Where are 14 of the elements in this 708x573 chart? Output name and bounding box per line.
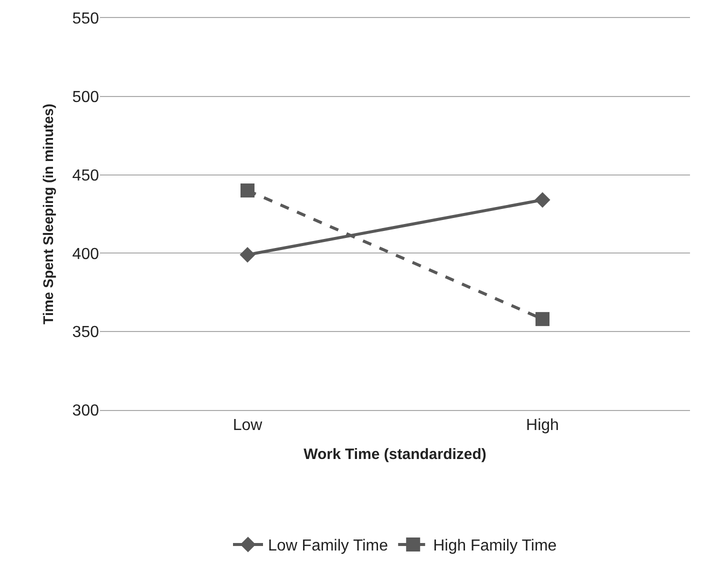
y-tick-label: 400 [72, 246, 100, 263]
point [534, 192, 550, 208]
y-tick-label: 500 [72, 89, 100, 106]
point [536, 312, 550, 326]
point [240, 183, 254, 198]
y-tick-label: 300 [72, 402, 100, 420]
y-axis-title: Time Spent Sleeping (in minutes) [40, 104, 56, 324]
x-tick-label: Low [232, 417, 263, 434]
y-tick-label: 550 [72, 10, 100, 28]
x-axis-title: Work Time (standardized) [304, 446, 486, 464]
point [240, 246, 256, 263]
x-tick-label: High [526, 417, 559, 434]
y-tick-label: 350 [72, 324, 100, 342]
y-tick-label: 450 [72, 167, 100, 184]
